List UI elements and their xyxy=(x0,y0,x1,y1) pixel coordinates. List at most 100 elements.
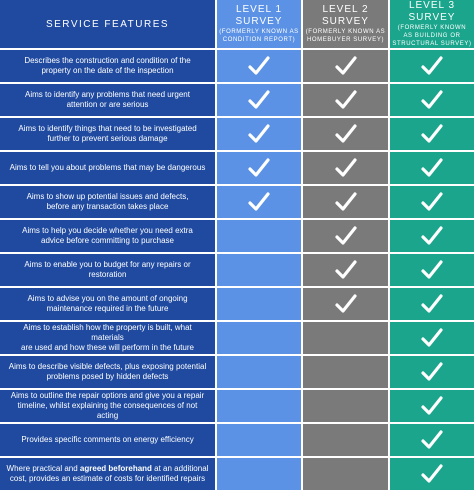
feature-text: Provides specific comments on energy eff… xyxy=(21,435,193,445)
feature-cell: Aims to help you decide whether you need… xyxy=(0,220,215,252)
feature-text-line: Aims to establish how the property is bu… xyxy=(23,323,192,342)
feature-text-line: Aims to identify things that need to be … xyxy=(18,124,197,133)
table-row: Aims to describe visible defects, plus e… xyxy=(0,356,474,388)
check-icon xyxy=(420,326,444,350)
level-3-cell xyxy=(390,356,474,388)
table-row: Aims to show up potential issues and def… xyxy=(0,186,474,218)
feature-cell: Provides specific comments on energy eff… xyxy=(0,424,215,456)
feature-text-line: attention or are serious xyxy=(66,100,149,109)
level-1-cell xyxy=(217,186,301,218)
level-1-cell xyxy=(217,50,301,82)
level-1-cell xyxy=(217,288,301,320)
check-icon xyxy=(334,292,358,316)
feature-text-line: are used and how these will perform in t… xyxy=(21,343,194,352)
feature-cell: Aims to tell you about problems that may… xyxy=(0,152,215,184)
feature-text-line: maintenance required in the future xyxy=(46,304,169,313)
header-level-3-subtitle: (FORMERLY KNOWN xyxy=(397,25,467,31)
feature-text: Where practical and agreed beforehand at… xyxy=(7,464,209,484)
level-2-cell xyxy=(303,390,388,422)
feature-cell: Aims to establish how the property is bu… xyxy=(0,322,215,354)
check-icon xyxy=(247,54,271,78)
check-icon xyxy=(420,122,444,146)
check-icon xyxy=(420,428,444,452)
check-icon xyxy=(420,54,444,78)
feature-text-line: problems posed by hidden defects xyxy=(46,372,169,381)
check-icon xyxy=(420,258,444,282)
level-3-cell xyxy=(390,186,474,218)
feature-text: Aims to enable you to budget for any rep… xyxy=(6,260,209,280)
header-level-2-title: LEVEL 2 SURVEY xyxy=(322,4,369,27)
feature-text-line: Aims to tell you about problems that may… xyxy=(9,163,206,172)
table-row: Provides specific comments on energy eff… xyxy=(0,424,474,456)
level-2-cell xyxy=(303,186,388,218)
check-icon xyxy=(334,156,358,180)
header-level-1-subtitle: CONDITION REPORT) xyxy=(222,37,296,43)
level-2-cell xyxy=(303,458,388,490)
header-level-3-subtitle: AS BUILDING OR xyxy=(403,33,461,39)
header-level-2-subtitle: (FORMERLY KNOWN AS xyxy=(305,29,386,35)
level-2-cell xyxy=(303,322,388,354)
feature-cell: Aims to show up potential issues and def… xyxy=(0,186,215,218)
level-1-cell xyxy=(217,322,301,354)
check-icon xyxy=(334,224,358,248)
header-service-features-label: SERVICE FEATURES xyxy=(45,18,170,30)
feature-text: Aims to describe visible defects, plus e… xyxy=(9,362,206,382)
table-row: Aims to identify things that need to be … xyxy=(0,118,474,150)
feature-text-line: Aims to identify any problems that need … xyxy=(25,90,190,99)
feature-text-line: Aims to help you decide whether you need… xyxy=(22,226,193,235)
check-icon xyxy=(247,122,271,146)
feature-cell: Where practical and agreed beforehand at… xyxy=(0,458,215,490)
feature-text: Aims to tell you about problems that may… xyxy=(10,163,206,173)
level-2-cell xyxy=(303,118,388,150)
check-icon xyxy=(420,88,444,112)
table-row: Aims to help you decide whether you need… xyxy=(0,220,474,252)
level-3-cell xyxy=(390,220,474,252)
check-icon xyxy=(334,88,358,112)
level-2-cell xyxy=(303,356,388,388)
level-1-cell xyxy=(217,152,301,184)
table-row: Aims to establish how the property is bu… xyxy=(0,322,474,354)
check-icon xyxy=(247,190,271,214)
level-1-cell xyxy=(217,254,301,286)
header-level-3-title: LEVEL 3 SURVEY xyxy=(408,0,456,23)
feature-text-line: property on the date of the inspection xyxy=(41,66,174,75)
level-1-cell xyxy=(217,356,301,388)
check-icon xyxy=(420,156,444,180)
level-3-cell xyxy=(390,152,474,184)
check-icon xyxy=(420,394,444,418)
level-3-cell xyxy=(390,84,474,116)
level-1-cell xyxy=(217,118,301,150)
feature-text: Aims to identify any problems that need … xyxy=(25,90,190,110)
feature-cell: Aims to identify any problems that need … xyxy=(0,84,215,116)
level-2-cell xyxy=(303,152,388,184)
feature-cell: Aims to enable you to budget for any rep… xyxy=(0,254,215,286)
feature-text: Aims to help you decide whether you need… xyxy=(22,226,193,246)
check-icon xyxy=(420,292,444,316)
header-level-3: LEVEL 3 SURVEY (FORMERLY KNOWN AS BUILDI… xyxy=(390,0,474,48)
feature-text-line: timeline, whilst explaining the conseque… xyxy=(17,401,198,420)
feature-text: Aims to establish how the property is bu… xyxy=(6,323,209,353)
check-icon xyxy=(420,224,444,248)
table-row: Aims to outline the repair options and g… xyxy=(0,390,474,422)
feature-text: Aims to advise you on the amount of ongo… xyxy=(27,294,187,314)
feature-text-line: further to prevent serious damage xyxy=(47,134,168,143)
feature-text: Aims to show up potential issues and def… xyxy=(27,192,189,212)
feature-text: Describes the construction and condition… xyxy=(24,56,190,76)
check-icon xyxy=(420,462,444,486)
feature-text: Aims to identify things that need to be … xyxy=(18,124,196,144)
table-row: Where practical and agreed beforehand at… xyxy=(0,458,474,490)
feature-text-line: cost, provides an estimate of costs for … xyxy=(9,474,206,483)
feature-cell: Aims to identify things that need to be … xyxy=(0,118,215,150)
header-level-3-subtitle: STRUCTURAL SURVEY) xyxy=(392,41,472,47)
level-1-cell xyxy=(217,84,301,116)
level-3-cell xyxy=(390,424,474,456)
feature-text-line: Aims to describe visible defects, plus e… xyxy=(8,362,207,371)
level-2-cell xyxy=(303,50,388,82)
feature-cell: Aims to outline the repair options and g… xyxy=(0,390,215,422)
level-2-cell xyxy=(303,220,388,252)
feature-text-line: advice before committing to purchase xyxy=(41,236,174,245)
level-2-cell xyxy=(303,254,388,286)
check-icon xyxy=(334,122,358,146)
check-icon xyxy=(247,88,271,112)
level-2-cell xyxy=(303,288,388,320)
